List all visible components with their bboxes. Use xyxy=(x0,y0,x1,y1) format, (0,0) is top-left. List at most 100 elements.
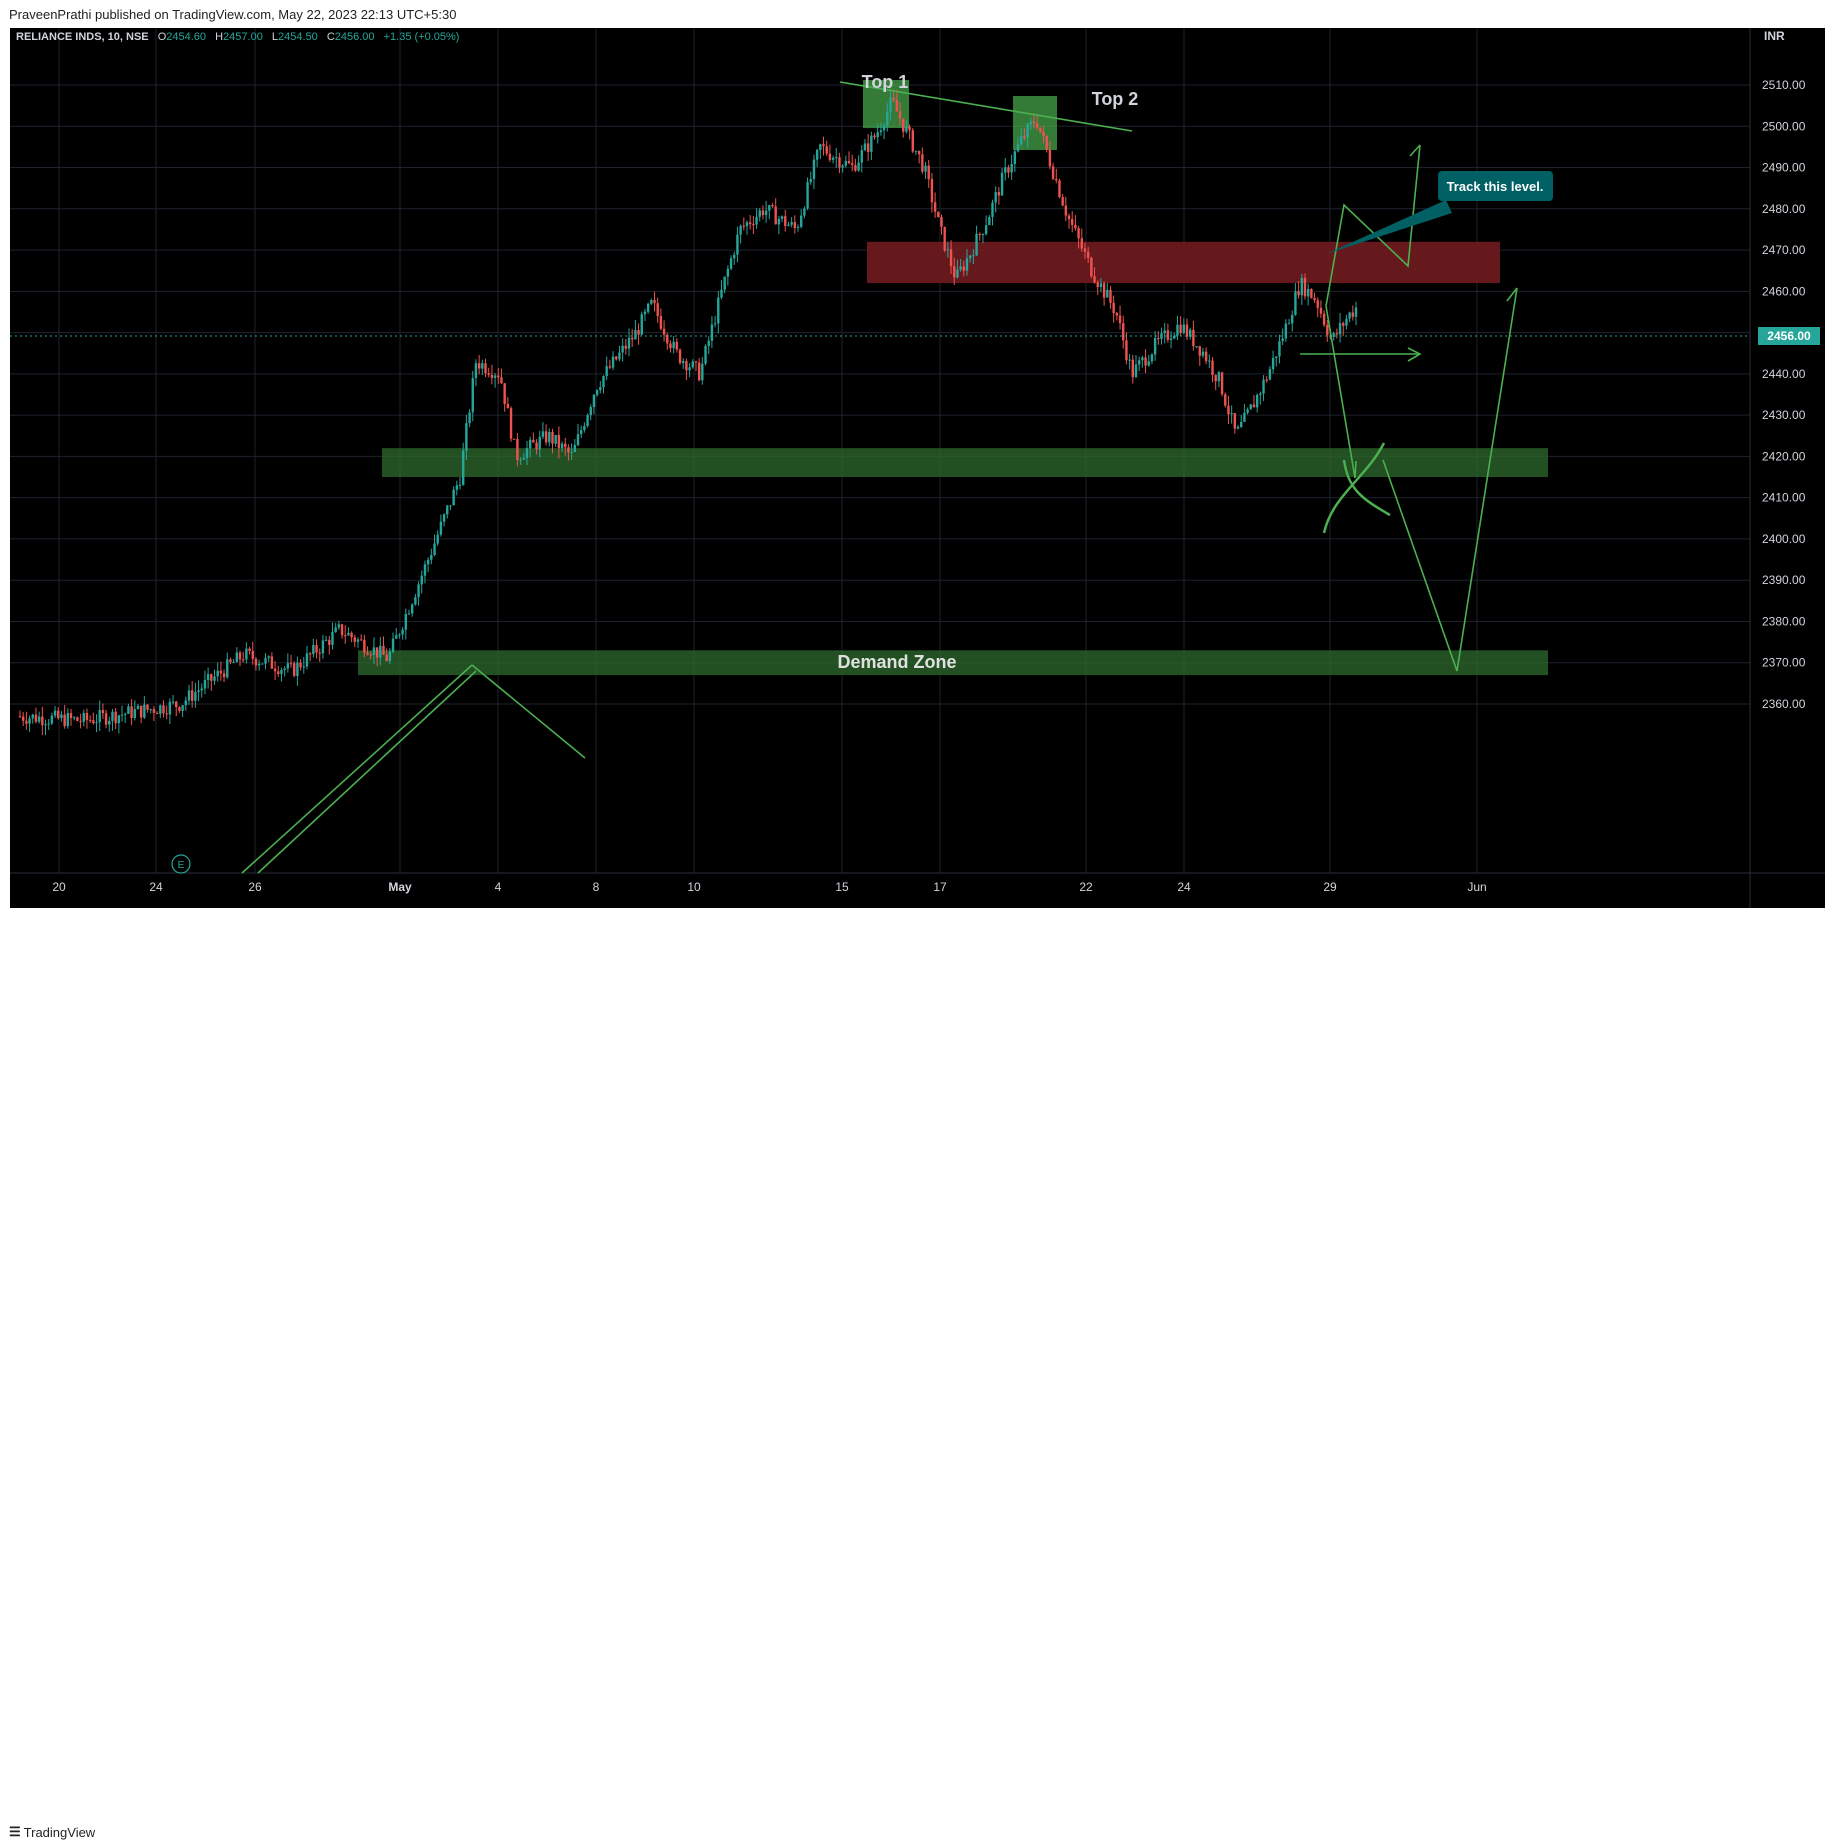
candle-body xyxy=(1090,257,1093,277)
candle-body xyxy=(666,334,669,344)
time-tick-label: 15 xyxy=(835,880,849,894)
candle-body xyxy=(634,330,637,340)
candle-body xyxy=(988,217,991,226)
candle-body xyxy=(844,160,848,166)
trendline-lower-2[interactable] xyxy=(257,670,477,874)
candle-body xyxy=(1173,335,1176,339)
candle-body xyxy=(139,705,143,718)
arrow-head-up-1[interactable] xyxy=(1409,144,1421,157)
candle-body xyxy=(315,645,318,653)
candle-body xyxy=(340,624,344,636)
candle-body xyxy=(1023,136,1026,138)
candle-body xyxy=(229,659,232,663)
candle-body xyxy=(235,652,239,663)
candle-body xyxy=(1249,404,1252,410)
time-tick-label: 26 xyxy=(248,880,262,894)
candle-body xyxy=(248,648,251,651)
time-tick-label: 24 xyxy=(149,880,163,894)
symbol-legend[interactable]: RELIANCE INDS, 10, NSE O2454.60 H2457.00… xyxy=(16,31,459,43)
candle-body xyxy=(21,716,25,721)
trendline-descending[interactable] xyxy=(471,664,586,759)
candle-body xyxy=(984,225,988,235)
drawings-layer[interactable] xyxy=(241,81,1518,874)
price-tick-label: 2380.00 xyxy=(1762,614,1806,628)
callout-text: Track this level. xyxy=(1447,179,1544,194)
candle-body xyxy=(1112,302,1115,314)
candle-body xyxy=(1122,323,1125,341)
candle-body xyxy=(146,704,149,710)
candle-body xyxy=(659,315,663,329)
candle-body xyxy=(1201,351,1205,356)
candle-body xyxy=(372,647,376,656)
path-deep-drop[interactable] xyxy=(1382,287,1518,672)
candle-body xyxy=(1255,394,1259,408)
candle-body xyxy=(219,670,223,674)
candle-body xyxy=(535,442,538,450)
candle-body xyxy=(493,375,497,378)
tradingview-logo[interactable]: ☰ TradingView xyxy=(9,1824,95,1840)
cross-stroke-2[interactable] xyxy=(1322,442,1386,534)
candle-body xyxy=(790,222,793,225)
candle-body xyxy=(662,328,666,335)
candle-body xyxy=(484,363,487,374)
arrow-head-down[interactable] xyxy=(1354,460,1357,479)
tradingview-text: TradingView xyxy=(23,1824,96,1840)
candle-body xyxy=(1310,288,1313,298)
candle-body xyxy=(567,447,570,453)
candle-body xyxy=(1000,172,1004,196)
candle-body xyxy=(92,720,95,724)
candle-body xyxy=(420,575,423,585)
candle-body xyxy=(997,192,1001,196)
candle-body xyxy=(905,126,908,132)
candle-body xyxy=(1230,413,1233,415)
candle-body xyxy=(222,673,226,678)
candle-body xyxy=(251,650,254,659)
candle-body xyxy=(1125,340,1128,361)
candle-body xyxy=(509,408,513,439)
time-axis[interactable]: 20 24 26 May 4 8 10 15 17 22 24 29 Jun xyxy=(52,880,1486,894)
candle-body xyxy=(611,356,615,368)
candle-body xyxy=(1252,404,1256,408)
candle-body xyxy=(1214,375,1217,382)
candle-body xyxy=(720,289,723,298)
candle-body xyxy=(538,436,541,450)
candle-body xyxy=(363,639,366,653)
candle-body xyxy=(69,713,73,718)
candle-body xyxy=(548,431,551,443)
trendline-tops[interactable] xyxy=(839,81,1133,132)
candle-body xyxy=(127,706,130,714)
candle-body xyxy=(624,345,628,349)
candle-body xyxy=(621,345,624,353)
arrow-head-up-2[interactable] xyxy=(1506,287,1518,302)
chart-canvas[interactable]: Track this level. Top 1 Top 2 Demand Zon… xyxy=(10,28,1825,908)
candle-body xyxy=(200,688,203,691)
trendline-lower-1[interactable] xyxy=(241,664,473,874)
candle-body xyxy=(1271,357,1275,370)
candle-body xyxy=(433,543,436,556)
cross-stroke-1[interactable] xyxy=(1342,459,1391,517)
callout-box[interactable] xyxy=(1438,171,1553,201)
price-tick-label: 2500.00 xyxy=(1762,119,1806,133)
demand-zone[interactable] xyxy=(382,448,1548,478)
supply-zone[interactable] xyxy=(867,241,1500,284)
candle-body xyxy=(815,149,819,160)
price-tick-label: 2390.00 xyxy=(1762,573,1806,587)
time-tick-label: 29 xyxy=(1323,880,1337,894)
candle-body xyxy=(1303,277,1307,297)
demand-zone[interactable] xyxy=(358,650,1548,676)
candle-body xyxy=(190,690,194,701)
candle-body xyxy=(930,179,934,203)
candle-body xyxy=(1166,330,1170,340)
earnings-marker[interactable] xyxy=(171,854,191,874)
candle-body xyxy=(678,349,682,363)
candle-body xyxy=(159,705,162,714)
candle-body xyxy=(162,705,165,714)
candle-body xyxy=(739,225,742,235)
price-axis[interactable]: 2360.00 2370.00 2380.00 2390.00 2400.00 2410.… xyxy=(1762,78,1806,711)
candle-body xyxy=(564,443,567,448)
candle-body xyxy=(395,635,398,639)
demand-zone-label: Demand Zone xyxy=(837,652,956,672)
path-down-to-support[interactable] xyxy=(1325,305,1356,479)
arrow-head-right[interactable] xyxy=(1407,347,1422,362)
top1-box[interactable] xyxy=(863,80,909,128)
